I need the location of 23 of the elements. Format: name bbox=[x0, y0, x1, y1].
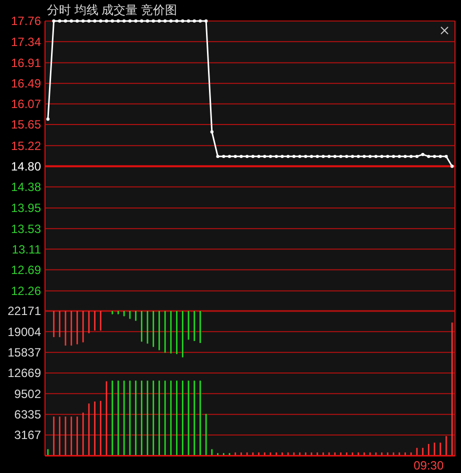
y-tick-label: 17.34 bbox=[10, 34, 42, 49]
y-tick-label: 13.53 bbox=[10, 222, 42, 236]
y-tick-label: 13.11 bbox=[12, 242, 42, 256]
y-tick-label: 3167 bbox=[14, 428, 42, 442]
y-tick-label: 16.91 bbox=[10, 56, 42, 70]
y-tick-label: 22171 bbox=[8, 304, 42, 318]
y-tick-label: 14.38 bbox=[10, 180, 42, 194]
chart-title: 分时 均线 成交量 竞价图 bbox=[47, 3, 178, 17]
x-tick-label: 09:30 bbox=[414, 458, 444, 473]
y-tick-label: 9502 bbox=[14, 386, 42, 401]
y-tick-label: 15.65 bbox=[10, 118, 42, 132]
y-tick-label: 15837 bbox=[8, 346, 42, 360]
y-tick-label: 13.95 bbox=[10, 201, 42, 216]
y-tick-label: 19004 bbox=[8, 324, 42, 339]
y-tick-label: 15.22 bbox=[10, 138, 42, 153]
y-tick-label: 12669 bbox=[8, 366, 42, 380]
y-tick-label: 16.49 bbox=[10, 76, 42, 91]
y-tick-label: 17.76 bbox=[10, 14, 42, 28]
y-tick-label: 12.26 bbox=[10, 284, 42, 298]
y-tick-label: 14.80 bbox=[10, 159, 42, 174]
y-tick-label: 16.07 bbox=[10, 97, 42, 112]
y-tick-label: 12.69 bbox=[10, 262, 42, 277]
y-tick-label: 6335 bbox=[14, 408, 42, 422]
